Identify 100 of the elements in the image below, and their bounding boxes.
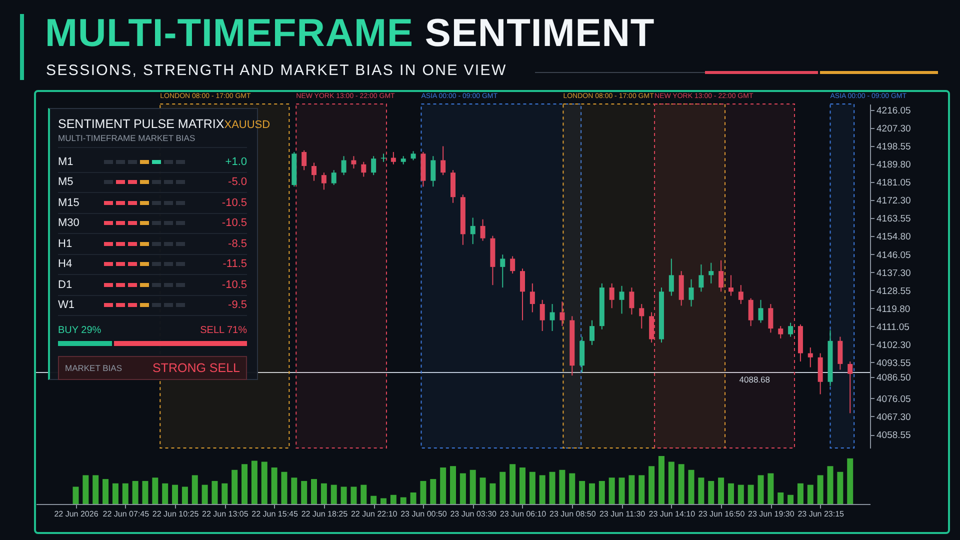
candlestick [838, 336, 843, 370]
category-label: D1 [58, 278, 74, 291]
bar [271, 468, 278, 504]
bar [668, 462, 674, 504]
x-tick-label: 22 Jun 15:45 [252, 510, 298, 518]
y-tick-label: 4181.05 [876, 178, 911, 189]
bar [330, 484, 337, 504]
bar [579, 480, 586, 504]
candlestick [321, 172, 326, 190]
y-tick-label: 4119.80 [876, 304, 910, 315]
y-tick-label: 4137.30 [876, 268, 911, 279]
bar [510, 464, 516, 504]
candlestick [440, 146, 446, 176]
bar [450, 466, 456, 504]
y-tick-label: 4058.55 [876, 430, 911, 442]
candlestick [748, 298, 754, 327]
bar [232, 470, 238, 504]
candlestick [688, 278, 694, 307]
candlestick [312, 162, 317, 182]
bar [251, 460, 258, 504]
candlestick [619, 285, 624, 314]
x-tick-label: 23 Jun 03:30 [450, 510, 498, 518]
bar [142, 480, 148, 504]
bar [410, 492, 416, 504]
x-tick-label: 23 Jun 19:30 [748, 510, 795, 518]
bar [440, 468, 446, 504]
bar [638, 475, 645, 504]
candlestick [718, 260, 724, 292]
bar [192, 475, 198, 504]
bar [102, 479, 109, 504]
candlestick [351, 156, 356, 169]
candlestick [390, 151, 396, 165]
bar [500, 472, 506, 504]
candlestick [500, 254, 506, 288]
bar [588, 483, 595, 504]
y-tick-label: 4128.55 [876, 286, 911, 297]
candlestick [430, 156, 436, 188]
candlestick [540, 299, 545, 332]
y-tick-label: 4067.30 [876, 412, 911, 423]
candlestick [649, 312, 654, 344]
bar [598, 480, 605, 504]
candlestick [410, 150, 416, 161]
candlestick [639, 304, 644, 330]
category-label: M1 [58, 156, 74, 168]
bar [460, 473, 466, 504]
y-tick-label: 4172.30 [876, 196, 911, 207]
x-tick-label: 23 Jun 11:30 [599, 510, 646, 518]
bar [72, 486, 79, 504]
bar [311, 479, 318, 504]
bar [837, 472, 844, 504]
x-tick-label: 22 Jun 10:25 [152, 510, 200, 518]
candlestick [788, 322, 794, 338]
x-tick-label: 22 Jun 18:25 [301, 510, 348, 518]
bar [559, 470, 566, 504]
y-tick-label: 4102.30 [876, 340, 911, 351]
annotation: STRONG SELL [152, 361, 240, 375]
bar [380, 498, 387, 504]
bar [718, 478, 724, 504]
bar [529, 472, 536, 504]
candlestick [480, 218, 486, 242]
x-tick-label: 23 Jun 14:10 [648, 510, 696, 518]
y-tick-label: 4216.05 [876, 106, 911, 117]
bar [301, 480, 308, 504]
annotation: BUY 29% [58, 325, 102, 336]
bar [797, 483, 804, 504]
bar [608, 478, 615, 504]
candlestick [510, 256, 516, 274]
x-tick-label: 23 Jun 06:10 [500, 510, 547, 518]
bar [827, 466, 834, 504]
bar [172, 484, 178, 504]
data-label: -10.5 [222, 217, 247, 230]
candlestick [609, 282, 614, 309]
bar [202, 484, 208, 504]
category-label: W1 [58, 299, 76, 312]
bar [400, 497, 406, 504]
candlestick [530, 282, 535, 313]
bar [490, 483, 496, 504]
bar [678, 464, 684, 504]
data-label: -5.0 [228, 176, 247, 188]
bar [748, 484, 754, 504]
y-tick-label: 4207.30 [876, 124, 911, 135]
bar [112, 483, 118, 504]
bar [847, 458, 854, 504]
candlestick [341, 156, 346, 176]
bar [152, 478, 158, 504]
bar [728, 483, 734, 504]
y-tick-label: 4111.05 [876, 322, 910, 333]
candlestick [470, 217, 476, 245]
bar [788, 494, 794, 504]
bar [618, 478, 625, 504]
data-label: -11.5 [222, 258, 247, 270]
y-tick-label: 4154.80 [876, 232, 911, 243]
candlestick [708, 262, 714, 284]
bar [261, 462, 268, 504]
bar [549, 472, 556, 504]
bar [688, 470, 694, 504]
bar [370, 496, 377, 504]
bar [340, 486, 347, 504]
bar [569, 473, 576, 504]
bar [162, 483, 168, 504]
